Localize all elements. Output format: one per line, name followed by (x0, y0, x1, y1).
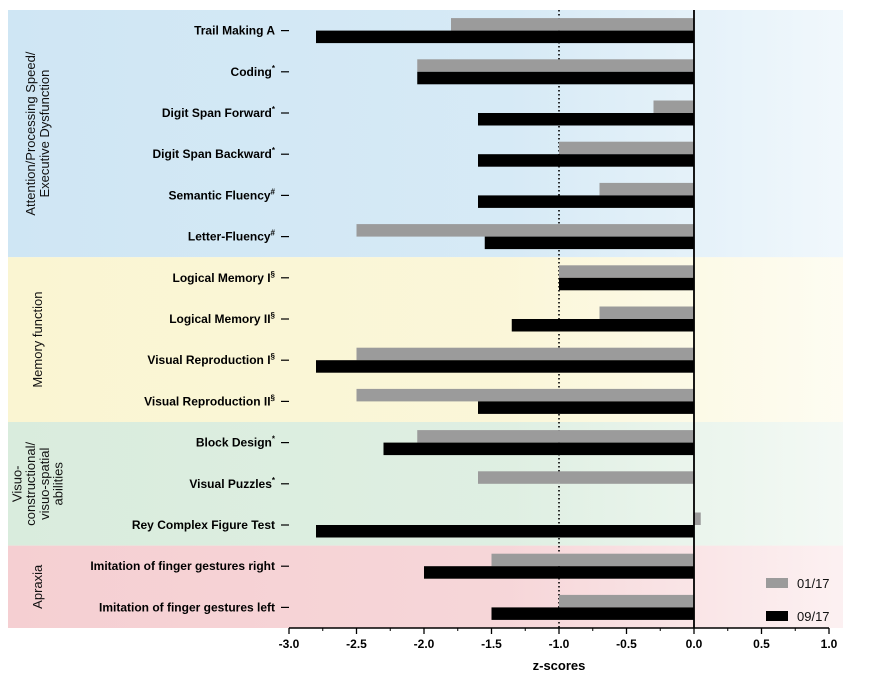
bar-09-17 (316, 360, 694, 373)
x-tick-label: -3.0 (279, 637, 300, 651)
bars (316, 18, 701, 620)
category-label: Trail Making A (194, 24, 275, 38)
bar-01-17 (694, 512, 701, 525)
category-label: Semantic Fluency# (169, 187, 276, 202)
bar-01-17 (653, 100, 694, 113)
bar-01-17 (559, 265, 694, 278)
category-label: Coding* (231, 64, 276, 79)
x-tick-label: -0.5 (616, 637, 637, 651)
bar-01-17 (356, 388, 694, 402)
bar-09-17 (478, 154, 694, 167)
category-label: Digit Span Forward* (162, 105, 276, 120)
bar-01-17 (417, 430, 694, 443)
bar-01-17 (491, 553, 694, 567)
legend-label: 01/17 (797, 576, 830, 591)
bar-01-17 (559, 141, 694, 155)
bar-09-17 (484, 236, 694, 250)
bar-09-17 (316, 525, 694, 538)
bar-09-17 (559, 277, 694, 291)
category-label: Logical Memory II§ (169, 311, 275, 326)
x-tick-label: 1.0 (821, 637, 838, 651)
group-label: Attention/Processing Speed/Executive Dys… (23, 51, 52, 215)
category-label: Digit Span Backward* (153, 146, 276, 161)
group-label: Memory function (30, 292, 45, 388)
group-band (8, 10, 843, 258)
category-label: Imitation of finger gestures left (99, 600, 275, 614)
group-labels: Attention/Processing Speed/Executive Dys… (10, 51, 66, 609)
bar-09-17 (478, 113, 694, 126)
bar-09-17 (383, 442, 694, 456)
group-label: Apraxia (30, 564, 45, 609)
bar-01-17 (478, 471, 694, 484)
bar-01-17 (559, 594, 694, 608)
bar-09-17 (417, 71, 694, 85)
x-tick-label: -1.5 (481, 637, 502, 651)
x-tick-label: 0.0 (686, 637, 703, 651)
category-label: Visual Puzzles* (189, 476, 275, 491)
group-band (8, 545, 843, 628)
bar-01-17 (356, 224, 694, 237)
x-tick-label: -2.5 (346, 637, 367, 651)
group-bands (8, 10, 843, 628)
bar-09-17 (424, 566, 694, 579)
bar-09-17 (511, 319, 694, 332)
bar-01-17 (599, 306, 694, 319)
x-axis: -3.0 -2.5 -2.0 -1.5 -1.0 -0.5 0.0 0.5 1.0 (279, 627, 838, 651)
bar-01-17 (451, 18, 694, 31)
x-tick-label: -1.0 (549, 637, 570, 651)
x-axis-title: z-scores (533, 658, 586, 673)
group-label: Visuo-constructional/visuo-spatialabilit… (10, 442, 66, 526)
legend: 01/17 09/17 (766, 576, 830, 624)
category-label: Letter-Fluency# (188, 229, 276, 244)
x-tick-label: 0.5 (753, 637, 770, 651)
category-label: Visual Reproduction I§ (147, 352, 275, 367)
category-label: Logical Memory I§ (173, 270, 276, 285)
bar-01-17 (599, 182, 694, 196)
category-label: Visual Reproduction II§ (144, 393, 275, 408)
legend-swatch (766, 611, 788, 621)
bar-01-17 (356, 347, 694, 361)
category-label: Rey Complex Figure Test (132, 518, 275, 532)
bar-09-17 (478, 401, 694, 414)
bar-09-17 (491, 607, 694, 620)
bar-09-17 (316, 30, 694, 44)
category-label: Imitation of finger gestures right (90, 559, 275, 573)
category-label: Block Design* (196, 435, 276, 450)
x-tick-label: -2.0 (414, 637, 435, 651)
bar-01-17 (417, 59, 694, 72)
category-labels: Trail Making A Coding* Digit Span Forward*… (90, 24, 289, 614)
legend-label: 09/17 (797, 609, 830, 624)
legend-swatch (766, 578, 788, 588)
bar-09-17 (478, 195, 694, 208)
